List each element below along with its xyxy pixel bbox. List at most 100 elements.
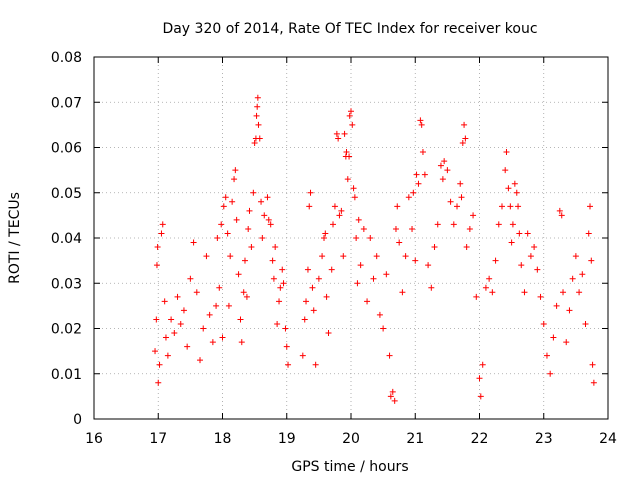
data-point [269,257,276,264]
data-point [486,275,493,282]
data-point [394,203,401,210]
data-point [470,212,477,219]
data-point [428,284,435,291]
data-point [364,298,371,305]
data-point [274,320,281,327]
scatter-points [152,94,597,404]
data-point [153,316,160,323]
data-point [224,230,231,237]
data-point [283,343,290,350]
data-point [585,230,592,237]
data-point [518,262,525,269]
data-point [537,293,544,300]
data-point [495,221,502,228]
data-point [214,235,221,241]
data-point [272,244,279,251]
data-point [310,307,317,314]
data-point [444,167,451,174]
data-point [282,325,289,332]
data-point [507,203,514,210]
y-tick-label: 0.05 [51,186,82,202]
data-point [243,293,250,300]
data-point [253,112,260,119]
data-point [402,253,409,260]
data-point [413,171,420,178]
data-point [240,289,247,296]
x-tick-label: 23 [535,431,553,447]
data-point [392,225,399,232]
y-tick-label: 0.04 [51,231,82,247]
data-point [566,307,573,314]
data-point [220,203,227,210]
data-point [457,180,464,187]
data-point [259,235,266,241]
data-point [556,207,563,214]
data-point [161,298,168,305]
data-point [558,212,565,219]
data-point [156,361,163,368]
data-point [343,149,350,156]
data-point [328,266,335,273]
data-point [225,302,232,309]
data-point [254,94,261,101]
x-tick-label: 16 [85,431,103,447]
data-point [547,370,554,377]
data-point [206,311,213,318]
data-point [309,284,316,291]
data-point [380,325,387,332]
data-point [349,121,356,128]
data-point [171,330,178,337]
data-point [270,275,277,282]
data-point [162,334,169,341]
data-point [431,244,438,251]
data-point [155,379,162,386]
data-point [386,352,393,359]
data-point [254,103,261,110]
data-point [331,203,338,210]
data-point [341,130,348,137]
data-point [323,293,330,300]
data-point [340,253,347,260]
data-point [498,203,505,210]
data-point [219,334,226,341]
data-point [304,266,311,273]
data-point [245,225,252,232]
data-point [450,221,457,228]
data-point [180,307,187,314]
data-point [376,311,383,318]
data-point [383,271,390,278]
y-tick-label: 0.02 [51,322,82,338]
data-point [190,239,197,246]
y-tick-label: 0.03 [51,276,82,292]
data-point [508,239,515,246]
data-point [579,271,586,278]
data-point [177,320,184,327]
data-point [218,221,225,228]
data-point [335,135,342,142]
data-point [531,244,538,251]
data-point [251,139,258,146]
data-point [590,379,597,386]
data-point [159,221,166,228]
data-point [248,244,255,251]
x-tick-label: 22 [471,431,489,447]
data-point [550,334,557,341]
data-point [346,112,353,119]
chart-title: Day 320 of 2014, Rate Of TEC Index for r… [162,21,537,37]
data-point [354,280,361,287]
data-point [513,189,520,196]
data-point [315,275,322,282]
data-point [261,212,268,219]
data-point [410,189,417,196]
data-point [516,230,523,237]
y-tick-label: 0 [73,412,82,428]
data-point [367,235,374,241]
data-point [346,153,353,160]
data-point [265,216,272,223]
data-point [437,162,444,169]
data-point [489,289,496,296]
data-point [344,176,351,183]
data-point [319,253,326,260]
data-point [418,121,425,128]
data-point [417,117,424,124]
